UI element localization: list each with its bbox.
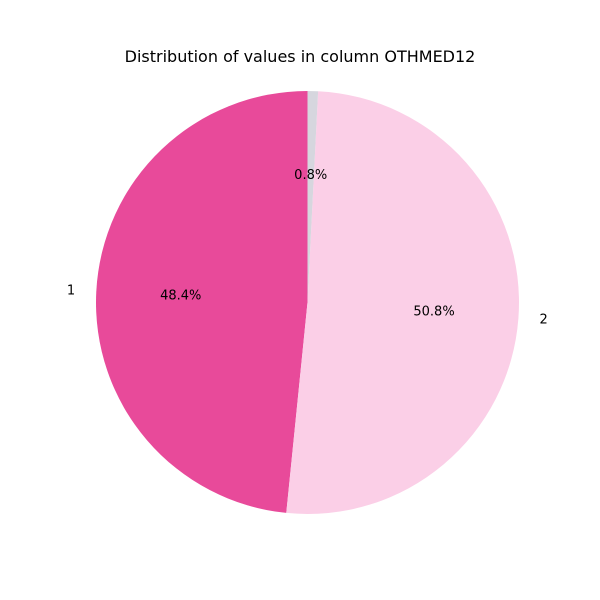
pie-slice-3 [307, 91, 319, 303]
pie-slice-1 [96, 91, 308, 513]
slice-percent-label: 0.8% [294, 168, 327, 183]
slice-category-label: 1 [67, 283, 75, 298]
pie-slice-2 [286, 91, 520, 515]
slice-category-label: 2 [539, 313, 547, 328]
slice-percent-label: 50.8% [413, 305, 454, 320]
chart-title: Distribution of values in column OTHMED1… [124, 47, 476, 66]
slice-percent-label: 48.4% [160, 289, 201, 304]
